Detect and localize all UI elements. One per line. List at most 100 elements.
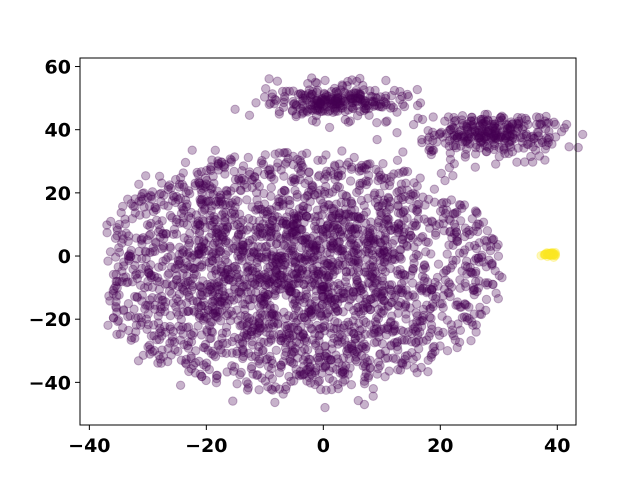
data-point xyxy=(307,242,318,252)
data-point xyxy=(264,370,275,380)
data-point xyxy=(149,331,159,341)
data-point xyxy=(273,158,283,168)
data-point xyxy=(352,244,363,254)
data-point xyxy=(396,287,406,298)
data-point xyxy=(296,369,306,380)
data-point xyxy=(234,175,244,185)
data-point xyxy=(372,337,382,347)
data-point xyxy=(178,329,188,339)
data-point xyxy=(380,234,390,245)
data-point xyxy=(419,276,429,286)
data-point xyxy=(318,362,328,373)
data-point xyxy=(478,257,489,267)
data-point xyxy=(193,248,204,259)
data-point xyxy=(412,84,422,95)
data-point xyxy=(230,104,240,115)
y-tick-label: 40 xyxy=(45,120,71,142)
data-point xyxy=(321,239,331,250)
data-point xyxy=(395,265,405,275)
data-point xyxy=(266,309,277,320)
data-point xyxy=(253,242,263,252)
data-point xyxy=(319,281,329,292)
data-point xyxy=(352,111,363,121)
data-point xyxy=(268,284,278,295)
data-point xyxy=(459,200,470,210)
data-point xyxy=(252,328,263,338)
data-point xyxy=(339,250,350,260)
data-point xyxy=(238,344,248,354)
data-point xyxy=(361,362,371,372)
data-point xyxy=(301,315,312,326)
data-point xyxy=(288,358,299,369)
data-point xyxy=(398,207,408,218)
data-point xyxy=(418,231,428,242)
data-point xyxy=(355,213,365,223)
data-point xyxy=(333,306,343,316)
data-point xyxy=(361,176,371,186)
data-point xyxy=(241,377,252,387)
data-point xyxy=(395,86,405,97)
data-point xyxy=(420,273,430,283)
data-point xyxy=(237,173,247,184)
data-point xyxy=(465,267,476,277)
data-point xyxy=(424,331,434,342)
data-point xyxy=(144,201,155,211)
data-point xyxy=(252,195,262,205)
data-point xyxy=(399,223,410,234)
data-point xyxy=(202,325,212,335)
data-point xyxy=(297,235,307,245)
data-point xyxy=(293,252,303,262)
data-point xyxy=(110,233,121,244)
data-point xyxy=(234,174,244,184)
data-point xyxy=(328,257,338,267)
data-point xyxy=(267,253,277,264)
data-point xyxy=(192,296,202,306)
data-point xyxy=(350,333,361,344)
data-point xyxy=(324,188,334,199)
data-point xyxy=(290,185,300,196)
data-point xyxy=(305,91,316,101)
data-point xyxy=(451,235,462,245)
data-point xyxy=(255,222,265,233)
data-point xyxy=(353,277,363,288)
data-point xyxy=(255,278,265,288)
data-point xyxy=(145,221,155,232)
data-point xyxy=(368,261,378,271)
data-point xyxy=(407,348,417,358)
data-point xyxy=(330,294,340,305)
data-point xyxy=(333,383,343,394)
data-point xyxy=(257,373,267,383)
data-point xyxy=(175,380,186,390)
data-point xyxy=(194,312,205,323)
data-point xyxy=(369,324,379,335)
data-point xyxy=(398,147,408,157)
data-point xyxy=(328,270,338,280)
data-point xyxy=(304,367,315,377)
data-point xyxy=(324,289,334,300)
data-point xyxy=(182,298,192,308)
data-point xyxy=(490,266,500,276)
data-point xyxy=(195,310,205,321)
data-point xyxy=(467,268,478,279)
data-point xyxy=(349,255,360,265)
data-point xyxy=(278,216,289,226)
data-point xyxy=(113,316,123,327)
data-point xyxy=(289,235,299,245)
data-point xyxy=(138,350,149,360)
data-point xyxy=(179,339,189,350)
data-point xyxy=(147,194,157,205)
data-point xyxy=(409,292,420,302)
data-point xyxy=(468,226,478,236)
data-point xyxy=(423,217,433,227)
data-point xyxy=(272,264,282,275)
data-point xyxy=(401,360,412,370)
data-point xyxy=(377,249,387,260)
data-point xyxy=(186,213,196,223)
data-point xyxy=(124,231,134,241)
data-point xyxy=(438,291,449,301)
data-point xyxy=(131,327,141,337)
data-point xyxy=(321,385,331,395)
data-point xyxy=(161,297,171,307)
data-point xyxy=(335,280,345,291)
data-point xyxy=(130,208,141,218)
